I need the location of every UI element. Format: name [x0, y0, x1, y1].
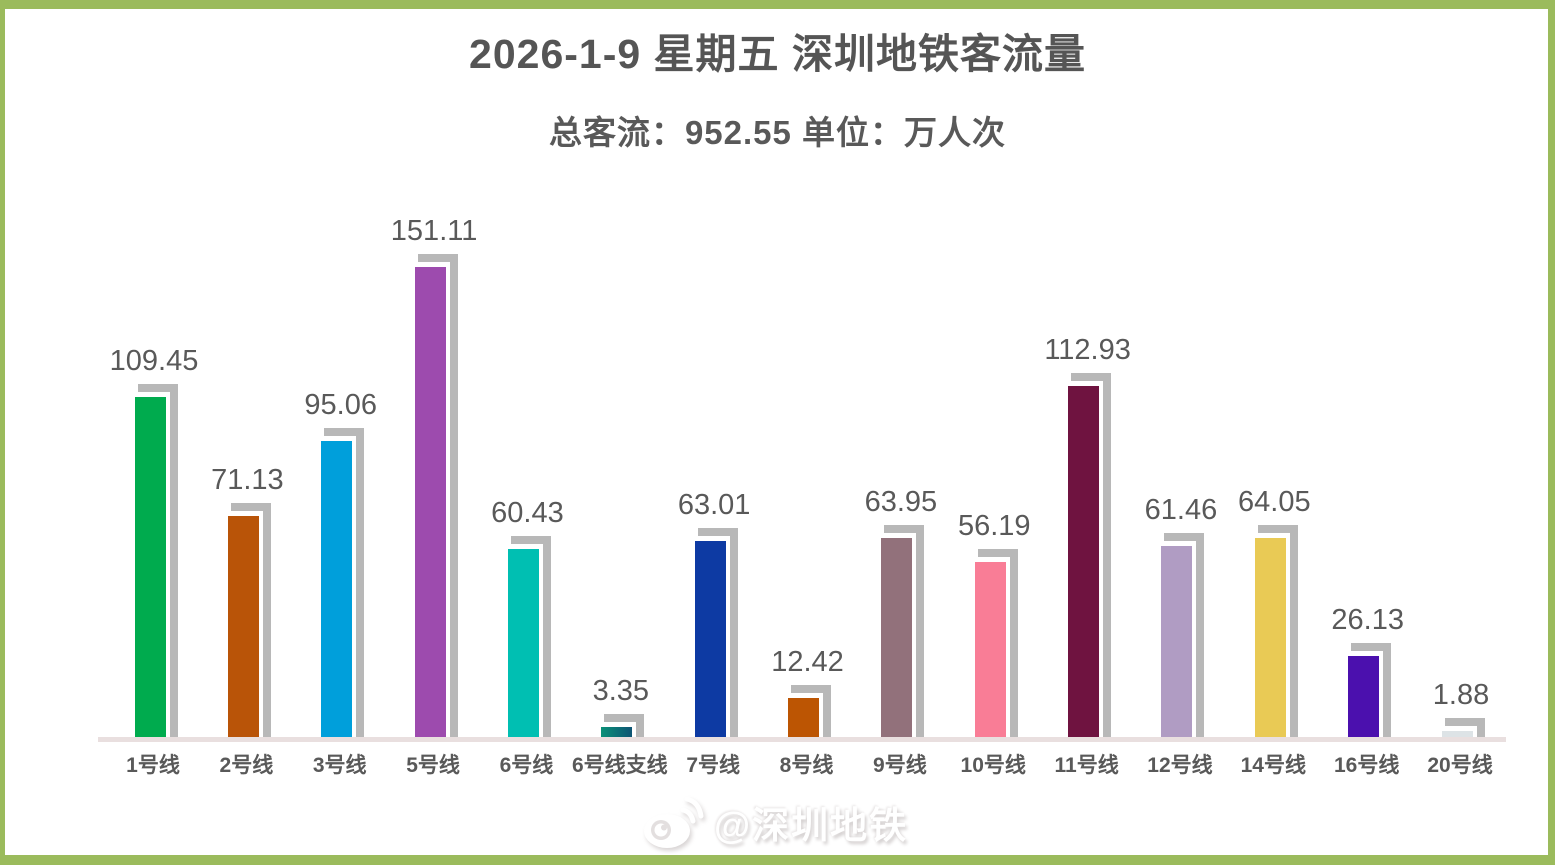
bar-shadow [324, 428, 365, 737]
bar [974, 562, 1006, 737]
bar-value-label: 95.06 [304, 389, 378, 422]
bar-category-label: 2号线 [219, 754, 274, 777]
weibo-icon [644, 796, 704, 848]
watermark-text: @深圳地铁 [714, 805, 909, 846]
bar [414, 267, 446, 737]
bar [694, 541, 726, 737]
bar-shadow [1257, 524, 1298, 737]
bar-shadow [1444, 718, 1485, 737]
bar-category-label: 3号线 [312, 754, 367, 777]
bar-category-label: 6号线支线 [571, 754, 668, 777]
bar-value-label: 3.35 [592, 674, 650, 707]
chart-subtitle: 总客流：952.55 单位：万人次 [548, 114, 1007, 151]
bar-category-label: 16号线 [1333, 754, 1400, 777]
bar-value-label: 63.95 [864, 486, 938, 519]
bar-shadow [791, 685, 832, 737]
bar-value-label: 1.88 [1432, 679, 1490, 712]
bar-category-label: 7号线 [686, 754, 740, 777]
bar-category-label: 11号线 [1054, 754, 1119, 777]
chart-title: 2026-1-9 星期五 深圳地铁客流量 [469, 31, 1086, 77]
bar-category-label: 9号线 [873, 754, 927, 777]
bar [227, 515, 259, 737]
bar [321, 441, 353, 737]
bar-shadow [1164, 532, 1205, 737]
x-axis-line [98, 737, 1506, 742]
bar-shadow [510, 536, 551, 737]
bar-value-label: 151.11 [390, 215, 478, 248]
bar-category-label: 14号线 [1240, 754, 1306, 777]
bar [881, 538, 913, 737]
bar-category-label: 8号线 [779, 754, 834, 777]
bar-value-label: 61.46 [1144, 493, 1218, 526]
bar-shadow [137, 383, 178, 737]
bar [1254, 537, 1286, 737]
bar-shadow [230, 502, 271, 737]
bar-value-label: 109.45 [109, 344, 199, 377]
bar-category-label: 12号线 [1147, 754, 1213, 777]
bar-value-label: 56.19 [957, 510, 1031, 543]
bar-value-label: 26.13 [1331, 603, 1404, 636]
bar [601, 726, 633, 737]
bar-shadow [697, 528, 738, 737]
bar-value-label: 71.13 [211, 463, 284, 496]
watermark: @深圳地铁 [642, 794, 908, 850]
bar [1348, 655, 1380, 737]
bar [1161, 545, 1193, 737]
bar-category-label: 10号线 [960, 754, 1026, 777]
bar [788, 698, 820, 737]
bar-shadow [1071, 372, 1112, 737]
bar-shadow [1351, 642, 1392, 737]
bar-shadow [417, 254, 458, 737]
bar-category-label: 5号线 [406, 754, 460, 777]
bar-shadow [604, 713, 645, 737]
bar [1068, 385, 1100, 737]
bar [1441, 731, 1473, 737]
bar-category-label: 1号线 [126, 754, 180, 777]
bar-category-label: 6号线 [499, 754, 554, 777]
bar-value-label: 60.43 [491, 497, 564, 530]
bar-value-label: 12.42 [771, 646, 844, 679]
bar-value-label: 64.05 [1238, 485, 1311, 518]
bar-value-label: 112.93 [1044, 333, 1131, 366]
bar-shadow [884, 525, 925, 737]
bar [134, 396, 166, 737]
bar-category-label: 20号线 [1427, 754, 1493, 777]
bar-shadow [977, 549, 1018, 737]
bar-value-label: 63.01 [677, 489, 751, 522]
bar [507, 549, 539, 737]
